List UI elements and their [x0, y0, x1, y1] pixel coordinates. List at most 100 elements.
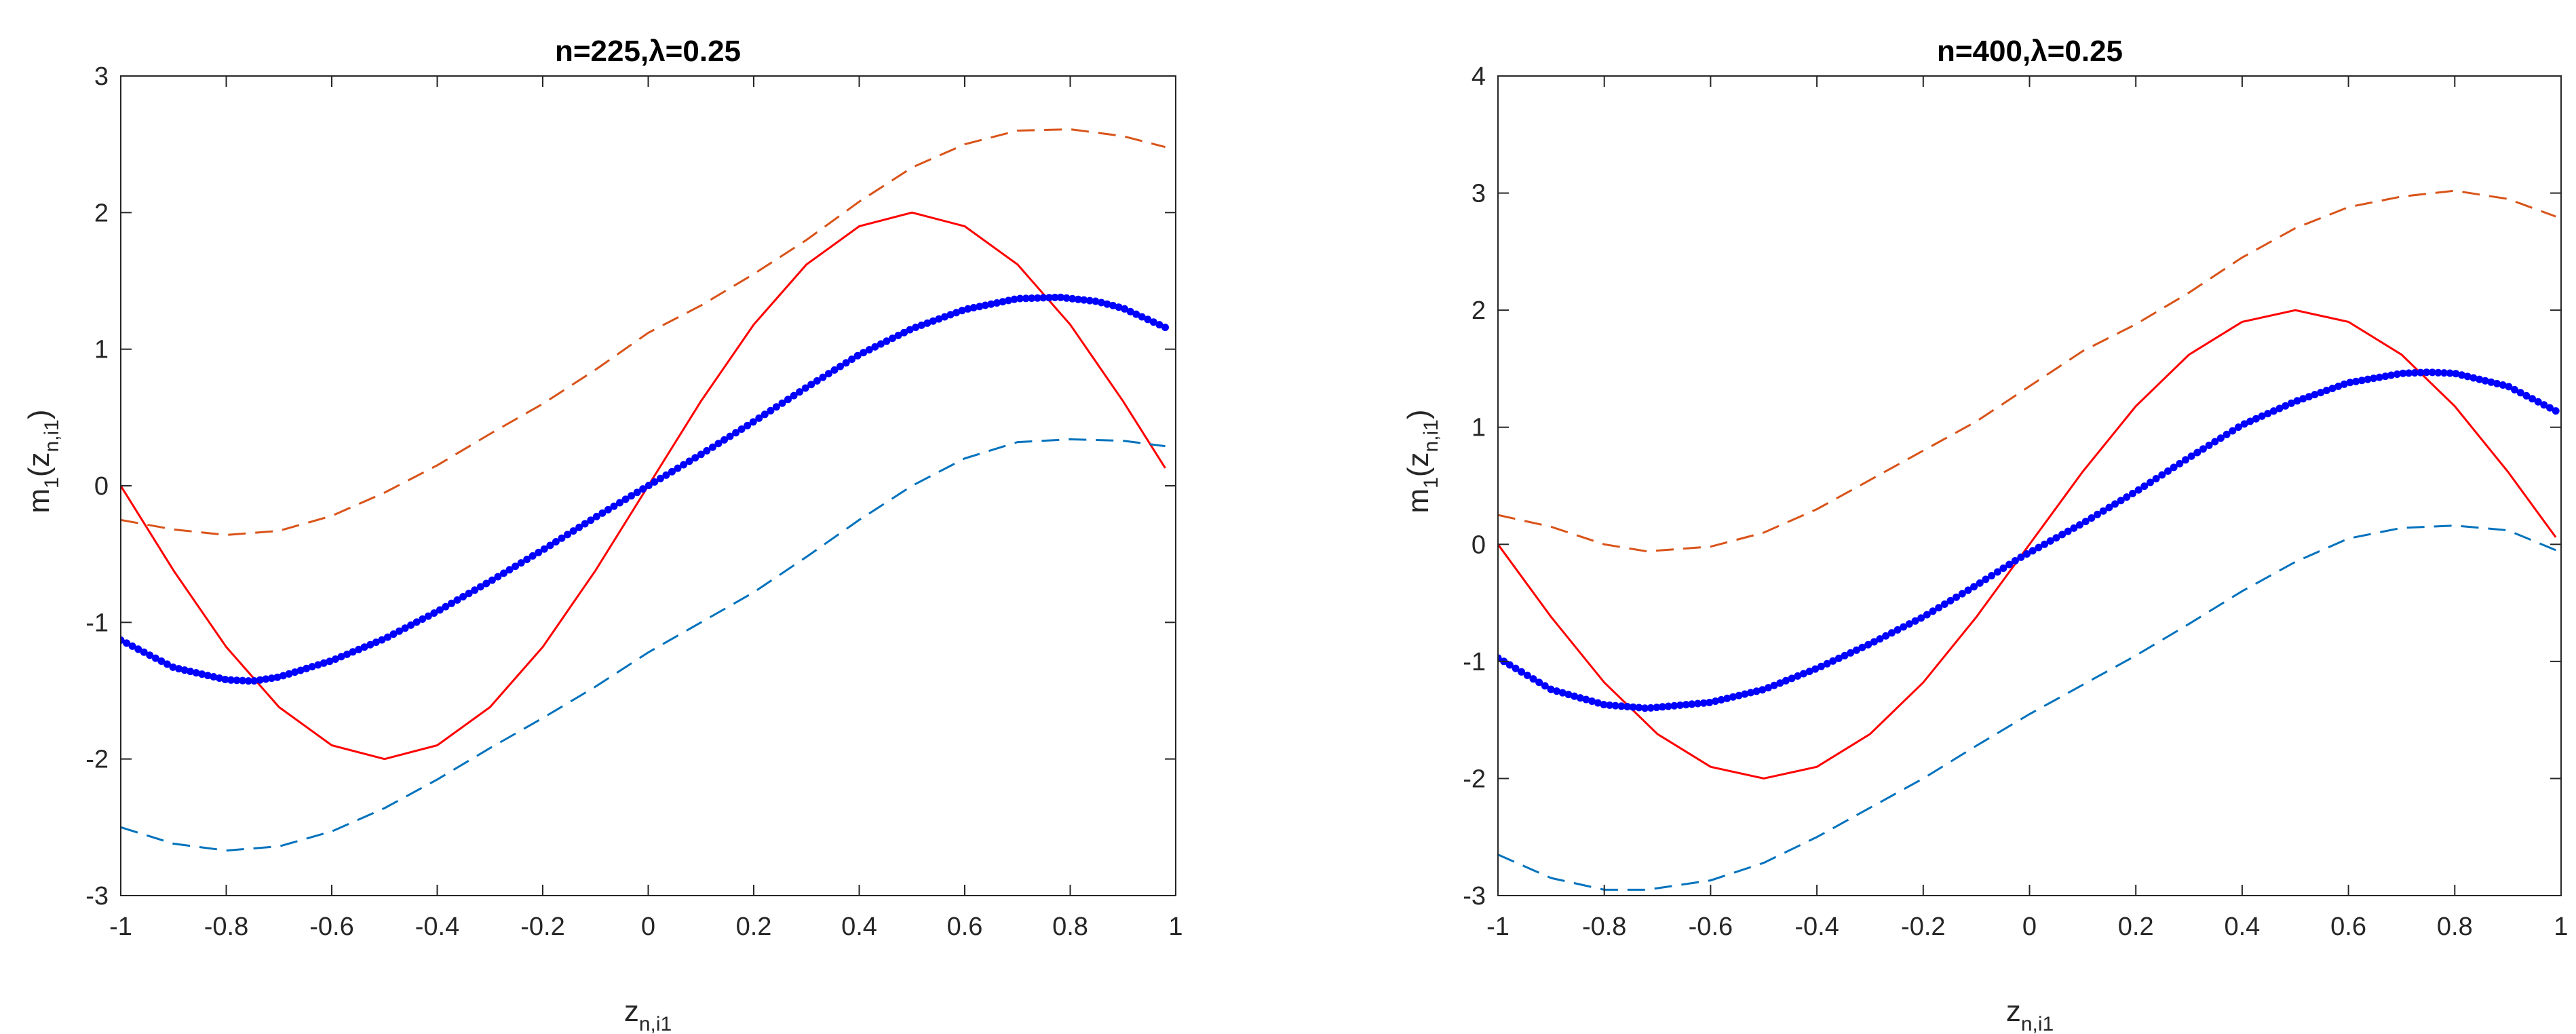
data-point	[476, 583, 484, 591]
y-tick-label: 3	[94, 62, 109, 91]
data-point	[1144, 315, 1152, 324]
data-point	[1103, 300, 1111, 308]
data-point	[2505, 383, 2513, 391]
x-tick-label: -0.8	[1582, 913, 1626, 941]
data-point	[280, 672, 287, 680]
x-tick-label: 0	[641, 913, 655, 941]
data-point	[946, 311, 955, 319]
y-tick-label: -3	[1463, 882, 1486, 911]
data-point	[1126, 307, 1134, 315]
data-point	[929, 317, 937, 325]
data-point	[2499, 381, 2507, 389]
data-point	[1923, 611, 1931, 619]
data-point	[848, 356, 856, 363]
data-point	[151, 654, 159, 662]
data-point	[412, 618, 421, 626]
x-axis-label-main: z	[2006, 995, 2021, 1028]
data-point	[749, 418, 757, 426]
data-point	[2446, 369, 2454, 377]
data-point	[396, 627, 403, 635]
data-point	[2081, 518, 2090, 526]
data-point	[917, 321, 925, 329]
data-point	[239, 676, 247, 685]
data-point	[1905, 620, 1913, 628]
data-point	[1858, 643, 1866, 651]
data-point	[964, 305, 972, 313]
data-point	[558, 534, 566, 542]
data-point	[1155, 321, 1164, 329]
data-point	[1794, 672, 1802, 680]
y-tick-label: 3	[1472, 180, 1486, 208]
data-point	[273, 673, 282, 681]
data-point	[1664, 702, 1672, 710]
data-point	[1765, 684, 1772, 692]
data-point	[2334, 382, 2343, 390]
data-point	[2064, 527, 2072, 535]
data-point	[2223, 430, 2231, 438]
data-point	[2305, 393, 2313, 401]
x-tick-label: -1	[109, 913, 132, 941]
data-point	[1005, 296, 1012, 305]
data-point	[1553, 687, 1561, 695]
x-tick-label: 1	[1168, 913, 1183, 941]
data-point	[1057, 293, 1064, 301]
data-point	[767, 406, 775, 415]
data-point	[1829, 657, 1837, 665]
data-point	[2023, 550, 2031, 558]
data-point	[1900, 623, 1908, 631]
y-tick-label: 0	[94, 472, 109, 501]
data-point	[2529, 395, 2536, 403]
data-point	[448, 599, 455, 607]
data-point	[993, 299, 1001, 307]
data-point	[430, 609, 438, 617]
data-point	[877, 340, 885, 348]
data-point	[1149, 318, 1157, 326]
data-point	[708, 443, 716, 451]
data-point	[308, 663, 316, 671]
data-point	[2317, 389, 2325, 397]
data-point	[1132, 310, 1140, 318]
data-point	[407, 621, 415, 629]
data-point	[1062, 294, 1071, 302]
data-point	[1776, 679, 1784, 687]
x-tick-label: -1	[1486, 913, 1510, 941]
data-point	[2375, 373, 2383, 381]
data-point	[801, 384, 809, 392]
y-tick-label: 4	[1472, 62, 1486, 91]
chart-title: n=225,λ=0.25	[555, 35, 741, 68]
data-point	[2346, 379, 2354, 387]
data-point	[1747, 689, 1754, 697]
series-estimate	[1498, 368, 2560, 712]
data-point	[1953, 593, 1961, 601]
data-point	[976, 303, 984, 311]
data-point	[1841, 651, 1849, 659]
data-point	[1028, 294, 1036, 302]
data-point	[1547, 685, 1555, 693]
data-point	[482, 579, 491, 588]
data-point	[1016, 294, 1024, 303]
x-tick-label: 0.4	[2224, 913, 2260, 941]
data-point	[285, 670, 293, 678]
data-point	[1617, 702, 1626, 710]
data-point	[2005, 560, 2014, 569]
y-tick-label: 1	[94, 336, 109, 364]
data-point	[906, 326, 914, 334]
data-point	[824, 370, 832, 378]
data-point	[1582, 695, 1590, 704]
data-point	[941, 313, 948, 321]
data-point	[1946, 596, 1955, 605]
data-point	[2011, 557, 2019, 564]
data-point	[1558, 689, 1566, 697]
data-point	[233, 676, 241, 685]
y-axis-label-paren: (z	[1402, 453, 1435, 478]
data-point	[1935, 604, 1943, 612]
data-point	[1576, 694, 1584, 702]
data-point	[505, 566, 514, 574]
data-point	[1852, 646, 1860, 654]
data-point	[523, 556, 531, 563]
data-point	[331, 655, 339, 663]
data-point	[1594, 699, 1602, 707]
data-point	[889, 334, 896, 343]
data-point	[2058, 531, 2066, 539]
